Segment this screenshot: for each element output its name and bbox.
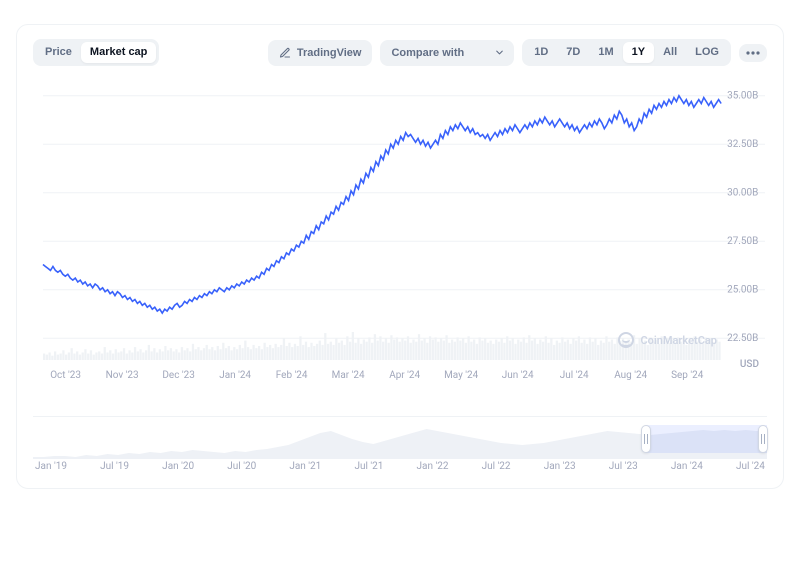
svg-text:Jan '24: Jan '24 xyxy=(219,370,251,381)
chart-svg: 22.50B 25.00B 27.50B 30.00B 32.50B 35.00B Oct… xyxy=(33,86,767,406)
range-svg xyxy=(33,425,767,459)
svg-text:Dec '23: Dec '23 xyxy=(162,370,194,381)
svg-text:Aug '24: Aug '24 xyxy=(614,370,647,381)
svg-text:May '24: May '24 xyxy=(444,370,479,381)
range-handle-left[interactable] xyxy=(641,425,651,453)
svg-text:22.50B: 22.50B xyxy=(727,333,758,344)
range-tab-7d[interactable]: 7D xyxy=(557,42,589,63)
svg-text:35.00B: 35.00B xyxy=(727,90,758,101)
compare-label: Compare with xyxy=(391,47,464,59)
svg-text:Apr '24: Apr '24 xyxy=(389,370,420,381)
price-chart[interactable]: 22.50B 25.00B 27.50B 30.00B 32.50B 35.00B Oct… xyxy=(33,86,767,406)
range-tab-1d[interactable]: 1D xyxy=(525,42,557,63)
compare-dropdown[interactable]: Compare with xyxy=(380,40,514,66)
svg-text:Oct '23: Oct '23 xyxy=(50,370,81,381)
range-tab-1m[interactable]: 1M xyxy=(589,42,622,63)
range-label: Jul '21 xyxy=(354,461,383,472)
range-label: Jan '23 xyxy=(544,461,576,472)
ellipsis-icon xyxy=(746,51,760,55)
currency-label: USD xyxy=(740,359,759,370)
range-label: Jul '20 xyxy=(227,461,256,472)
range-tab-all[interactable]: All xyxy=(654,42,686,63)
range-tab-1y[interactable]: 1Y xyxy=(623,42,654,63)
svg-text:30.00B: 30.00B xyxy=(727,187,758,198)
svg-text:Jun '24: Jun '24 xyxy=(502,370,534,381)
svg-text:Nov '23: Nov '23 xyxy=(106,370,139,381)
svg-text:32.50B: 32.50B xyxy=(727,139,758,150)
range-label: Jan '19 xyxy=(35,461,67,472)
metric-toggle: PriceMarket cap xyxy=(33,39,159,66)
svg-text:Feb '24: Feb '24 xyxy=(276,370,308,381)
date-range-selector[interactable]: Jan '19 Jul '19 Jan '20 Jul '20 Jan '21 Jul '… xyxy=(33,416,767,474)
svg-text:Sep '24: Sep '24 xyxy=(671,370,704,381)
svg-text:Jul '24: Jul '24 xyxy=(560,370,589,381)
range-handle-right[interactable] xyxy=(758,425,768,453)
metric-tab-market-cap[interactable]: Market cap xyxy=(81,42,156,63)
range-label: Jan '22 xyxy=(417,461,449,472)
range-x-labels: Jan '19 Jul '19 Jan '20 Jul '20 Jan '21 Jul '… xyxy=(33,459,767,472)
more-button[interactable] xyxy=(739,44,767,62)
tradingview-button[interactable]: TradingView xyxy=(268,40,373,66)
range-label: Jul '22 xyxy=(482,461,511,472)
pencil-icon xyxy=(279,47,291,59)
chevron-down-icon xyxy=(494,47,505,58)
tradingview-label: TradingView xyxy=(297,47,362,59)
range-tab-log[interactable]: LOG xyxy=(686,42,728,63)
metric-tab-price[interactable]: Price xyxy=(36,42,81,63)
svg-text:25.00B: 25.00B xyxy=(727,284,758,295)
chart-toolbar: PriceMarket cap TradingView Compare with… xyxy=(33,39,767,66)
range-label: Jan '20 xyxy=(162,461,194,472)
svg-text:Mar '24: Mar '24 xyxy=(332,370,365,381)
range-label: Jan '21 xyxy=(289,461,321,472)
range-label: Jan '24 xyxy=(671,461,703,472)
chart-card: PriceMarket cap TradingView Compare with… xyxy=(16,24,784,489)
timerange-toggle: 1D7D1M1YAllLOG xyxy=(522,39,731,66)
svg-text:27.50B: 27.50B xyxy=(727,236,758,247)
range-label: Jul '19 xyxy=(100,461,129,472)
range-label: Jul '23 xyxy=(609,461,638,472)
range-label: Jul '24 xyxy=(736,461,765,472)
